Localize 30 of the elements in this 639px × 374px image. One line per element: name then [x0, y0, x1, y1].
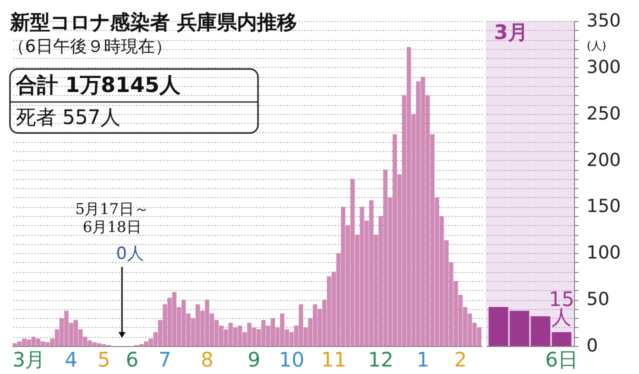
x-tick-label: 8 [200, 348, 214, 372]
x-tick-label: 3月 [12, 348, 46, 372]
y-tick-label: 350 [586, 10, 621, 32]
y-tick-label: 50 [586, 289, 610, 310]
text: （6日午後９時現在） [8, 37, 172, 57]
y-tick-label: 250 [586, 103, 621, 124]
annotation: 0人 [116, 244, 144, 264]
x-tick-label: 11 [321, 348, 347, 372]
y-axis-title: (人) [586, 40, 606, 52]
y-tick-label: 0 [586, 336, 598, 356]
x-tick-label: 7 [158, 348, 172, 372]
x-tick-label: 4 [64, 348, 78, 372]
x-tick-label: 1 [416, 348, 430, 372]
x-tick-label: 10 [278, 348, 304, 372]
chart-title: 3月 [494, 20, 528, 44]
chart-title: 新型コロナ感染者 兵庫県内推移 [9, 10, 297, 34]
x-tick-label: 9 [248, 348, 260, 372]
y-tick-label: 300 [586, 56, 621, 78]
x-tick-label: 6 [126, 348, 138, 372]
x-tick-label: 6日 [545, 348, 578, 372]
y-tick-label: 200 [586, 150, 621, 171]
x-tick-label: 2 [454, 348, 467, 372]
x-tick-label: 12 [368, 348, 394, 372]
y-tick-label: 150 [586, 196, 621, 218]
y-tick-label: 100 [586, 242, 621, 264]
data-label: 15 人 [548, 287, 574, 330]
annotation: 合計 1万8145人 [15, 73, 182, 97]
annotation: 5月17日～ 6月18日 [75, 200, 149, 236]
annotation: 死者 557人 [16, 105, 121, 129]
x-tick-label: 5 [98, 348, 110, 372]
